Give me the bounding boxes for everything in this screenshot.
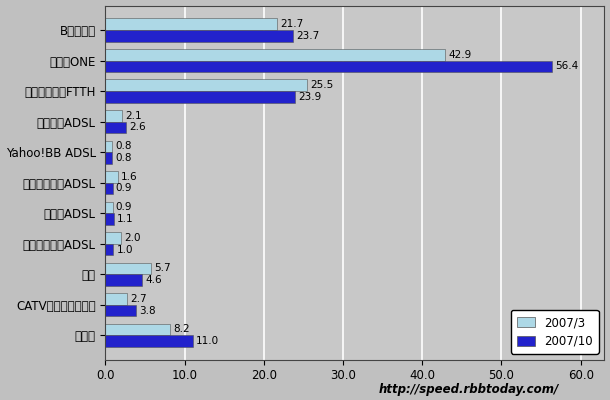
Text: http://speed.rbbtoday.com/: http://speed.rbbtoday.com/ — [378, 383, 558, 396]
Text: 0.8: 0.8 — [115, 153, 131, 163]
Bar — [106, 202, 112, 213]
Bar — [106, 244, 113, 255]
Text: 0.9: 0.9 — [116, 202, 132, 212]
Bar — [106, 213, 114, 225]
Bar — [106, 293, 127, 305]
Text: 23.9: 23.9 — [298, 92, 321, 102]
Bar — [106, 60, 552, 72]
Text: 56.4: 56.4 — [555, 61, 578, 71]
Bar — [106, 305, 135, 316]
Text: 2.6: 2.6 — [129, 122, 146, 132]
Bar — [106, 122, 126, 133]
Text: 2.1: 2.1 — [125, 111, 142, 121]
Bar — [106, 110, 122, 122]
Text: 5.7: 5.7 — [154, 264, 170, 274]
Bar — [106, 263, 151, 274]
Text: 25.5: 25.5 — [310, 80, 334, 90]
Text: 11.0: 11.0 — [196, 336, 219, 346]
Bar — [106, 91, 295, 103]
Text: 1.1: 1.1 — [117, 214, 134, 224]
Text: 42.9: 42.9 — [448, 50, 472, 60]
Text: 1.6: 1.6 — [121, 172, 138, 182]
Text: 8.2: 8.2 — [173, 324, 190, 334]
Text: 3.8: 3.8 — [138, 306, 156, 316]
Bar — [106, 274, 142, 286]
Bar — [106, 152, 112, 164]
Bar — [106, 18, 278, 30]
Bar — [106, 49, 445, 60]
Bar — [106, 30, 293, 42]
Legend: 2007/3, 2007/10: 2007/3, 2007/10 — [511, 310, 598, 354]
Bar — [106, 183, 112, 194]
Text: 0.8: 0.8 — [115, 141, 131, 151]
Bar — [106, 324, 170, 335]
Text: 2.0: 2.0 — [124, 233, 141, 243]
Bar — [106, 140, 112, 152]
Bar — [106, 232, 121, 244]
Text: 23.7: 23.7 — [296, 31, 320, 41]
Bar — [106, 80, 307, 91]
Bar — [106, 335, 193, 347]
Text: 2.7: 2.7 — [130, 294, 146, 304]
Bar — [106, 171, 118, 183]
Text: 4.6: 4.6 — [145, 275, 162, 285]
Text: 21.7: 21.7 — [281, 19, 304, 29]
Text: 1.0: 1.0 — [117, 244, 133, 254]
Text: 0.9: 0.9 — [116, 184, 132, 194]
